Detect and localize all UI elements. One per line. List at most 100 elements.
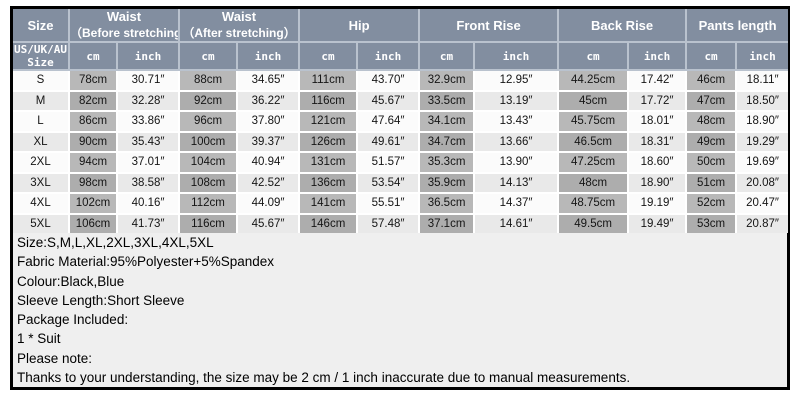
- inch-value-cell: 20.87″: [735, 212, 789, 233]
- cm-value-cell: 88cm: [178, 69, 239, 92]
- header-sublabel: （After stretching）: [182, 26, 296, 40]
- unit-cm: cm: [68, 41, 118, 71]
- unit-inch: inch: [627, 41, 688, 71]
- header-size: Size: [13, 9, 70, 43]
- header-label: Hip: [348, 17, 370, 33]
- table-row: 5XL 106cm 41.73″ 116cm 45.67″ 146cm 57.48″ 37.1…: [13, 212, 789, 233]
- inch-value-cell: 19.19″: [627, 192, 688, 215]
- cm-value-cell: 100cm: [178, 130, 239, 153]
- size-cell: 5XL: [13, 212, 70, 233]
- inch-value-cell: 12.95″: [473, 69, 560, 92]
- inch-value-cell: 38.58″: [115, 171, 181, 194]
- table-header: Size Waist （Before stretching） Waist （Af…: [13, 9, 789, 71]
- cm-value-cell: 146cm: [298, 212, 359, 233]
- inch-value-cell: 14.61″: [473, 212, 560, 233]
- unit-cm: cm: [418, 41, 476, 71]
- inch-value-cell: 13.19″: [473, 89, 560, 112]
- notes-section: Size:S,M,L,XL,2XL,3XL,4XL,5XL Fabric Mat…: [13, 233, 787, 387]
- header-label: Waist: [106, 9, 142, 24]
- header-label: Waist: [221, 9, 257, 24]
- cm-value-cell: 32.9cm: [418, 69, 476, 92]
- inch-value-cell: 18.01″: [627, 110, 688, 133]
- cm-value-cell: 48cm: [685, 110, 738, 133]
- inch-value-cell: 18.31″: [627, 130, 688, 153]
- table-row: XL 90cm 35.43″ 100cm 39.37″ 126cm 49.61″ 34.7cm…: [13, 130, 789, 153]
- table-row: S 78cm 30.71″ 88cm 34.65″ 111cm 43.70″ 32.9cm 12…: [13, 69, 789, 92]
- size-cell: 4XL: [13, 192, 70, 215]
- inch-value-cell: 30.71″: [115, 69, 181, 92]
- note-package-included: Package Included:: [17, 312, 129, 328]
- cm-value-cell: 48cm: [557, 171, 630, 194]
- cm-value-cell: 96cm: [178, 110, 239, 133]
- table-body: S 78cm 30.71″ 88cm 34.65″ 111cm 43.70″ 32.9cm 12…: [13, 69, 789, 233]
- table-row: L 86cm 33.86″ 96cm 37.80″ 121cm 47.64″ 34.1cm 13…: [13, 110, 789, 133]
- unit-inch: inch: [356, 41, 421, 71]
- header-waist-after: Waist （After stretching）: [178, 9, 301, 43]
- note-size-options: Size:S,M,L,XL,2XL,3XL,4XL,5XL: [17, 235, 214, 251]
- cm-value-cell: 50cm: [685, 151, 738, 174]
- inch-value-cell: 36.22″: [236, 89, 301, 112]
- header-size-region-line2: Size: [27, 56, 54, 69]
- inch-value-cell: 40.16″: [115, 192, 181, 215]
- unit-cm: cm: [298, 41, 359, 71]
- inch-value-cell: 39.37″: [236, 130, 301, 153]
- header-front-rise: Front Rise: [418, 9, 560, 43]
- unit-cm: cm: [557, 41, 630, 71]
- inch-value-cell: 40.94″: [236, 151, 301, 174]
- inch-value-cell: 55.51″: [356, 192, 421, 215]
- inch-value-cell: 17.42″: [627, 69, 688, 92]
- unit-inch: inch: [473, 41, 560, 71]
- cm-value-cell: 52cm: [685, 192, 738, 215]
- cm-value-cell: 33.5cm: [418, 89, 476, 112]
- inch-value-cell: 45.67″: [236, 212, 301, 233]
- inch-value-cell: 19.29″: [735, 130, 789, 153]
- inch-value-cell: 51.57″: [356, 151, 421, 174]
- inch-value-cell: 18.50″: [735, 89, 789, 112]
- cm-value-cell: 49cm: [685, 130, 738, 153]
- inch-value-cell: 18.60″: [627, 151, 688, 174]
- inch-value-cell: 43.70″: [356, 69, 421, 92]
- inch-value-cell: 20.47″: [735, 192, 789, 215]
- inch-value-cell: 45.67″: [356, 89, 421, 112]
- cm-value-cell: 112cm: [178, 192, 239, 215]
- size-chart-table: Size Waist （Before stretching） Waist （Af…: [13, 9, 789, 233]
- table-row: 2XL 94cm 37.01″ 104cm 40.94″ 131cm 51.57″ 35.3c…: [13, 151, 789, 174]
- inch-value-cell: 20.08″: [735, 171, 789, 194]
- header-size-region: US/UK/AU Size: [13, 41, 70, 71]
- header-unit-row: US/UK/AU Size cm inch cm inch cm inch cm…: [13, 41, 789, 71]
- unit-inch: inch: [236, 41, 301, 71]
- unit-inch: inch: [115, 41, 181, 71]
- inch-value-cell: 19.49″: [627, 212, 688, 233]
- header-pants-length: Pants length: [685, 9, 789, 43]
- unit-cm: cm: [178, 41, 239, 71]
- cm-value-cell: 141cm: [298, 192, 359, 215]
- unit-cm: cm: [685, 41, 738, 71]
- cm-value-cell: 131cm: [298, 151, 359, 174]
- inch-value-cell: 34.65″: [236, 69, 301, 92]
- header-back-rise: Back Rise: [557, 9, 688, 43]
- inch-value-cell: 57.48″: [356, 212, 421, 233]
- inch-value-cell: 47.64″: [356, 110, 421, 133]
- size-cell: 3XL: [13, 171, 70, 194]
- size-cell: S: [13, 69, 70, 92]
- size-cell: M: [13, 89, 70, 112]
- inch-value-cell: 42.52″: [236, 171, 301, 194]
- table-row: M 82cm 32.28″ 92cm 36.22″ 116cm 45.67″ 33.5cm 13…: [13, 89, 789, 112]
- header-waist-before: Waist （Before stretching）: [67, 9, 181, 43]
- cm-value-cell: 47.25cm: [557, 151, 630, 174]
- header-group-row: Size Waist （Before stretching） Waist （Af…: [13, 9, 789, 43]
- cm-value-cell: 116cm: [178, 212, 239, 233]
- header-label: Pants length: [698, 17, 777, 33]
- unit-inch: inch: [735, 41, 789, 71]
- cm-value-cell: 102cm: [68, 192, 118, 215]
- inch-value-cell: 18.11″: [735, 69, 789, 92]
- cm-value-cell: 82cm: [68, 89, 118, 112]
- size-cell: L: [13, 110, 70, 133]
- header-hip: Hip: [298, 9, 421, 43]
- cm-value-cell: 92cm: [178, 89, 239, 112]
- cm-value-cell: 35.9cm: [418, 171, 476, 194]
- inch-value-cell: 13.90″: [473, 151, 560, 174]
- inch-value-cell: 13.66″: [473, 130, 560, 153]
- inch-value-cell: 37.01″: [115, 151, 181, 174]
- cm-value-cell: 46cm: [685, 69, 738, 92]
